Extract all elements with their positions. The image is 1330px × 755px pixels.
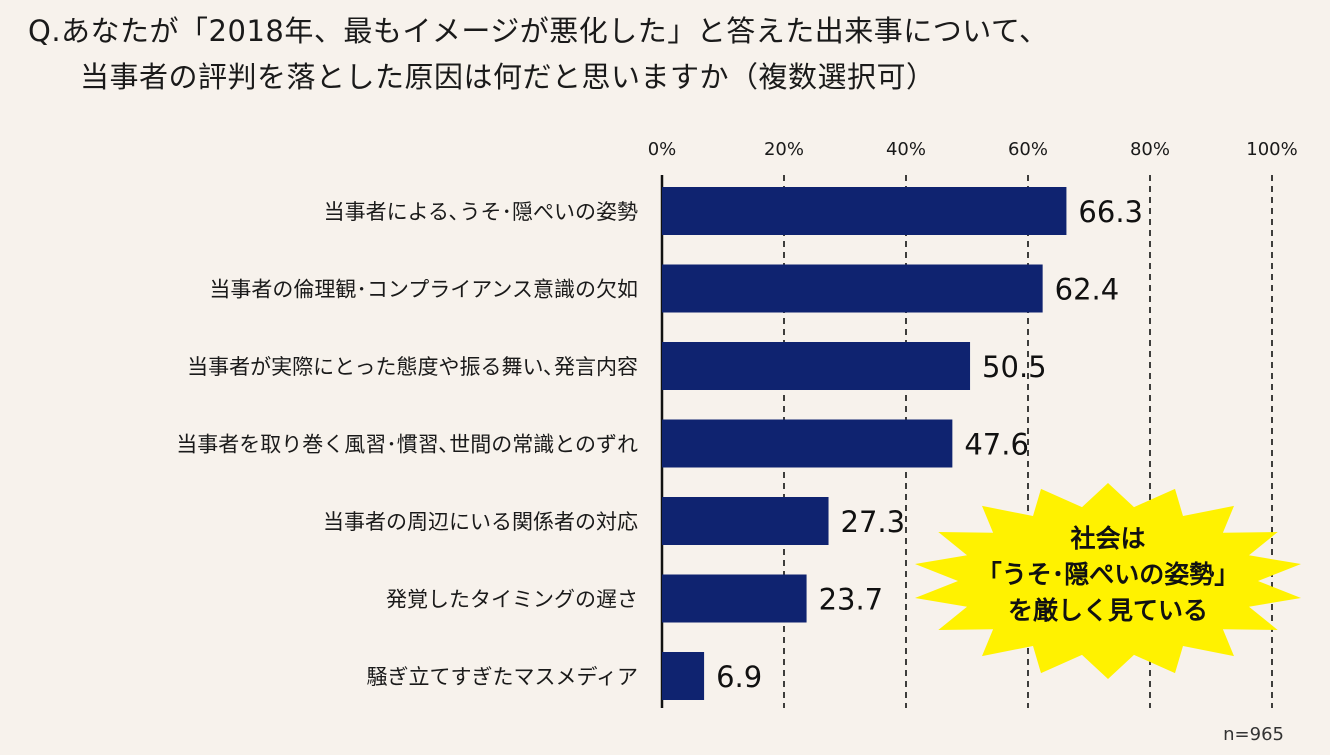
value-label-1: 62.4	[1055, 273, 1120, 307]
category-label-1: 当事者の倫理観･コンプライアンス意識の欠如	[209, 278, 638, 302]
bars	[662, 187, 1067, 700]
callout-line-1: 「うそ･隠ぺいの姿勢」	[977, 560, 1240, 589]
value-label-3: 47.6	[964, 428, 1029, 462]
category-label-6: 騒ぎ立てすぎたマスメディア	[366, 665, 638, 689]
question-text: Q.あなたが「2018年、最もイメージが悪化した」と答えた出来事について、 当事…	[28, 8, 1318, 100]
value-label-4: 27.3	[841, 505, 906, 539]
value-label-0: 66.3	[1078, 195, 1143, 229]
bar-4	[662, 497, 829, 545]
question-line-1: Q.あなたが「2018年、最もイメージが悪化した」と答えた出来事について、	[28, 14, 1049, 48]
category-label-3: 当事者を取り巻く風習･慣習､世間の常識とのずれ	[176, 433, 638, 457]
value-label-2: 50.5	[982, 350, 1047, 384]
callout-line-0: 社会は	[1070, 524, 1145, 553]
category-labels: 当事者による､うそ･隠ぺいの姿勢当事者の倫理観･コンプライアンス意識の欠如当事者…	[176, 200, 638, 689]
callout-line-2: を厳しく見ている	[1008, 596, 1208, 625]
bar-1	[662, 264, 1043, 313]
tick-label-60: 60%	[1008, 139, 1048, 160]
bar-6	[662, 652, 705, 700]
bar-0	[662, 187, 1067, 235]
question-line-2: 当事者の評判を落とした原因は何だと思いますか（複数選択可）	[80, 60, 936, 94]
tick-label-80: 80%	[1130, 139, 1170, 160]
value-label-5: 23.7	[819, 583, 884, 617]
bar-3	[662, 419, 953, 468]
bar-2	[662, 342, 971, 390]
tick-label-20: 20%	[764, 139, 804, 160]
category-label-0: 当事者による､うそ･隠ぺいの姿勢	[324, 200, 638, 224]
value-labels: 66.3 62.4 50.5 47.6 27.3 23.7 6.9	[716, 195, 1143, 694]
category-label-4: 当事者の周辺にいる関係者の対応	[323, 510, 638, 534]
category-label-2: 当事者が実際にとった態度や振る舞い､発言内容	[187, 355, 638, 379]
value-label-6: 6.9	[716, 660, 762, 694]
category-label-5: 発覚したタイミングの遅さ	[386, 588, 638, 612]
tick-label-40: 40%	[886, 139, 926, 160]
sample-size-note: n=965	[1223, 724, 1284, 745]
callout-starburst-shape	[915, 483, 1301, 679]
tick-label-0: 0%	[648, 139, 677, 160]
callout-burst: 社会は「うそ･隠ぺいの姿勢」を厳しく見ている	[915, 483, 1301, 679]
tick-label-100: 100%	[1246, 139, 1297, 160]
bar-5	[662, 574, 807, 623]
tick-labels: 0% 20% 40% 60% 80% 100%	[648, 139, 1298, 160]
